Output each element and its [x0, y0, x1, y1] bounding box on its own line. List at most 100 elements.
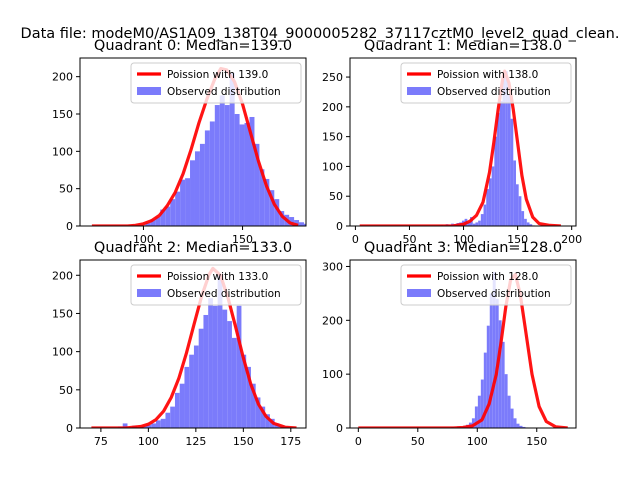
y-tick-label: 50: [59, 183, 73, 196]
subplot-quadrant-1: 0 50 100 150 200 0 50 100 150 200 250 Quadrant 1: M…: [322, 38, 582, 246]
histogram-bar: [222, 309, 228, 428]
plot-area: [91, 266, 297, 428]
plot-area: [91, 66, 314, 226]
histogram-bar: [229, 72, 235, 226]
legend-box: [130, 62, 302, 104]
histogram-bar: [529, 224, 533, 226]
histogram-bar: [150, 219, 156, 226]
y-tick-label: 200: [52, 71, 73, 84]
subplot-quadrant-0: 100 150 0 50 100 150 200 Quadrant 0: Median=139…: [52, 38, 314, 246]
histogram-bar: [486, 325, 490, 428]
y-tick-label: 0: [66, 220, 73, 233]
histogram-bar: [165, 206, 171, 226]
y-tick-label: 200: [322, 101, 343, 114]
histogram-bar: [146, 424, 152, 428]
y-tick-label: 200: [52, 269, 73, 282]
x-tick-label: 150: [232, 233, 253, 246]
legend-label-observed: Observed distribution: [437, 288, 551, 300]
histogram-bar: [483, 352, 487, 428]
histogram-bar: [239, 124, 245, 226]
legend-label-poisson: Poission with 138.0: [437, 69, 538, 81]
histogram-bar: [513, 418, 517, 428]
histogram-bar: [471, 418, 475, 428]
histogram-bar: [309, 225, 314, 226]
histogram-bar: [175, 191, 181, 226]
legend-bar-swatch: [137, 87, 161, 95]
legend-label-poisson: Poission with 139.0: [167, 69, 268, 81]
histogram-bar: [489, 293, 493, 428]
histogram-bar: [501, 341, 505, 428]
histogram-bar: [219, 95, 225, 226]
histogram-bar: [244, 122, 250, 226]
histogram-bar: [231, 337, 237, 428]
histogram-bar: [209, 121, 215, 226]
x-tick-label: 0: [352, 233, 359, 246]
subplot-grid: 100 150 0 50 100 150 200 Quadrant 0: Median=139…: [52, 38, 582, 448]
legend-label-observed: Observed distribution: [437, 86, 551, 98]
histogram-bar: [214, 105, 220, 226]
axes-frame: [79, 259, 307, 429]
legend-label-poisson: Poission with 128.0: [437, 271, 538, 283]
y-tick-label: 300: [322, 260, 343, 273]
y-tick-label: 150: [52, 108, 73, 121]
axes-frame: [79, 57, 307, 227]
x-tick-label: 50: [402, 233, 416, 246]
histogram-bar: [492, 271, 496, 428]
histogram-bar: [507, 94, 511, 226]
legend: Poission with 128.0 Observed distribution: [400, 264, 572, 306]
histogram-bar: [180, 179, 186, 226]
x-tick-label: 0: [355, 435, 362, 448]
y-tick-label: 100: [52, 145, 73, 158]
y-tick-label: 0: [336, 220, 343, 233]
y-tick-label: 100: [52, 346, 73, 359]
histogram-bar: [193, 345, 199, 428]
histogram-bar: [174, 392, 180, 428]
histogram-bar: [304, 223, 306, 226]
histogram-bar: [236, 305, 242, 428]
panel-title: Quadrant 2: Median=133.0: [94, 240, 292, 256]
x-tick-label: 125: [185, 435, 206, 448]
x-tick-label: 150: [233, 435, 254, 448]
x-tick-label: 100: [453, 233, 474, 246]
histogram-bar: [141, 426, 147, 428]
x-tick-label: 100: [467, 435, 488, 448]
histogram-bar: [507, 395, 511, 428]
histogram-bar: [260, 406, 266, 428]
legend-label-poisson: Poission with 133.0: [167, 271, 268, 283]
histogram-bar: [249, 116, 255, 226]
histogram-bar: [234, 114, 240, 226]
histogram-bar: [122, 423, 128, 428]
histogram-bar: [491, 166, 495, 226]
legend-box: [400, 62, 572, 104]
x-tick-label: 150: [507, 233, 528, 246]
y-tick-label: 50: [329, 190, 343, 203]
poisson-curve: [91, 66, 299, 226]
histogram-bar: [521, 211, 525, 226]
axes-frame: [349, 57, 577, 227]
legend-label-observed: Observed distribution: [167, 86, 281, 98]
legend-bar-swatch: [407, 87, 431, 95]
histogram-bar: [515, 184, 519, 226]
legend-bar-swatch: [137, 289, 161, 297]
histogram-bar: [264, 178, 270, 226]
legend: Poission with 133.0 Observed distribution: [130, 264, 302, 306]
histogram-bar: [513, 160, 516, 226]
histogram-bar: [483, 204, 487, 226]
histogram-bar: [155, 217, 161, 226]
poisson-curve: [91, 266, 297, 428]
y-tick-label: 100: [322, 160, 343, 173]
histogram-bar: [486, 189, 489, 226]
panel-title: Quadrant 1: Median=138.0: [364, 38, 562, 54]
histogram-bar: [198, 328, 204, 428]
histogram-bar: [203, 314, 209, 428]
y-tick-label: 250: [322, 71, 343, 84]
x-tick-label: 100: [138, 435, 159, 448]
histogram-bars: [135, 72, 314, 226]
histogram-bar: [227, 321, 232, 428]
histogram-bar: [151, 423, 156, 428]
panel-title: Quadrant 3: Median=128.0: [364, 240, 562, 256]
y-tick-label: 150: [52, 307, 73, 320]
histogram-bar: [184, 366, 190, 428]
histogram-bar: [204, 130, 210, 226]
